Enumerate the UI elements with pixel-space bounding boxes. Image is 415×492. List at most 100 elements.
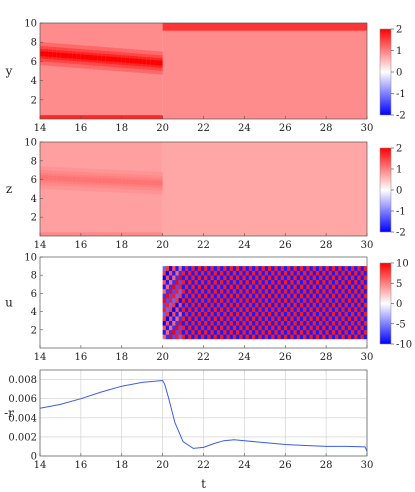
- heatmap-cell: [357, 284, 361, 290]
- heatmap-cell: [354, 297, 358, 303]
- heatmap-cell: [331, 302, 336, 308]
- heatmap-cell: [280, 311, 285, 317]
- heatmap-cell: [210, 297, 215, 303]
- heatmap-cell: [268, 316, 272, 321]
- heatmap-cell: [290, 316, 294, 321]
- heatmap-cell: [338, 307, 342, 312]
- heatmap-cell: [236, 302, 240, 308]
- heatmap-cell: [338, 329, 342, 335]
- x-tick-label: 24: [238, 123, 251, 134]
- panel-4: 0 0.002 0.004 0.006 0.008 t 14 16 18 20 22 24 26 28 30…: [4, 369, 373, 491]
- heatmap-cell: [181, 293, 186, 299]
- heatmap-cell: [309, 297, 314, 303]
- heatmap-cell: [280, 297, 285, 303]
- heatmap-cell: [165, 316, 170, 321]
- heatmap-cell: [363, 316, 368, 321]
- x-tick-label: 28: [320, 240, 333, 251]
- heatmap-cell: [299, 279, 304, 285]
- heatmap-cell: [220, 270, 224, 276]
- heatmap-cell: [290, 307, 294, 312]
- heatmap-cell: [194, 275, 199, 281]
- heatmap-cell: [239, 329, 243, 335]
- heatmap-cell: [347, 329, 352, 335]
- heatmap-cell: [357, 329, 361, 335]
- heatmap-cell: [188, 329, 192, 335]
- heatmap-cell: [351, 266, 355, 271]
- heatmap-cell: [335, 275, 339, 281]
- heatmap-cell: [347, 266, 352, 271]
- heatmap-cell: [306, 297, 310, 303]
- heatmap-cell: [226, 307, 230, 312]
- heatmap-cell: [363, 334, 368, 340]
- heatmap-cell: [184, 325, 189, 331]
- heatmap-cell: [312, 325, 317, 331]
- heatmap-cell: [290, 266, 294, 271]
- heatmap-band: [113, 57, 119, 62]
- heatmap-cell: [274, 334, 278, 340]
- heatmap-cell: [169, 288, 173, 294]
- heatmap-cell: [232, 293, 237, 299]
- heatmap-cell: [271, 293, 275, 299]
- heatmap-cell: [232, 297, 237, 303]
- heatmap-cell: [360, 307, 365, 312]
- heatmap-cell: [200, 275, 205, 281]
- heatmap-cell: [184, 266, 189, 271]
- y-tick-label: 2: [31, 95, 37, 106]
- heatmap-cell: [200, 307, 205, 312]
- heatmap-cell: [239, 316, 243, 321]
- heatmap-cell: [255, 311, 259, 317]
- heatmap-band: [109, 56, 115, 62]
- heatmap-band: [40, 175, 45, 181]
- heatmap-cell: [216, 307, 221, 312]
- heatmap-cell: [287, 311, 291, 317]
- heatmap-cell: [197, 329, 202, 335]
- heatmap-cell: [194, 266, 199, 271]
- heatmap-cell: [226, 334, 230, 340]
- heatmap-cell: [277, 302, 282, 308]
- heatmap-cell: [213, 288, 218, 294]
- heatmap-cell: [252, 284, 256, 290]
- heatmap-cell: [299, 325, 304, 331]
- heatmap-cell: [306, 270, 310, 276]
- heatmap-cell: [248, 311, 253, 317]
- heatmap-cell: [181, 329, 186, 335]
- heatmap-cell: [229, 279, 234, 285]
- heatmap-cell: [312, 284, 317, 290]
- heatmap-cell: [181, 266, 186, 271]
- heatmap-cell: [236, 270, 240, 276]
- heatmap-cell: [172, 270, 176, 276]
- heatmap-cell: [271, 316, 275, 321]
- x-tick-label: 18: [115, 240, 128, 251]
- heatmap-cell: [223, 307, 227, 312]
- y-tick-label: 4: [31, 76, 37, 87]
- heatmap-cell: [207, 288, 211, 294]
- heatmap-cell: [184, 311, 189, 317]
- heatmap-band: [76, 177, 82, 182]
- heatmap-cell: [312, 329, 317, 335]
- y-tick-label: 0.002: [8, 432, 37, 443]
- heatmap-cell: [315, 297, 320, 303]
- heatmap-cell: [210, 293, 215, 299]
- heatmap-cell: [184, 284, 189, 290]
- heatmap-cell: [338, 288, 342, 294]
- heatmap-cell: [223, 270, 227, 276]
- x-tick-label: 14: [34, 460, 47, 471]
- heatmap-band: [109, 178, 115, 184]
- heatmap-cell: [274, 307, 278, 312]
- heatmap-cell: [351, 316, 355, 321]
- heatmap-cell: [188, 293, 192, 299]
- heatmap-cell: [328, 334, 333, 340]
- heatmap-cell: [207, 307, 211, 312]
- heatmap-cell: [197, 302, 202, 308]
- heatmap-cell: [216, 311, 221, 317]
- heatmap-cell: [169, 311, 173, 317]
- x-tick-label: 16: [75, 352, 88, 363]
- heatmap-cell: [351, 284, 355, 290]
- heatmap-cell: [351, 302, 355, 308]
- heatmap-cell: [261, 297, 266, 303]
- heatmap-cell: [204, 293, 208, 299]
- heatmap-band: [44, 175, 49, 181]
- heatmap-cell: [347, 270, 352, 276]
- heatmap-cell: [283, 311, 288, 317]
